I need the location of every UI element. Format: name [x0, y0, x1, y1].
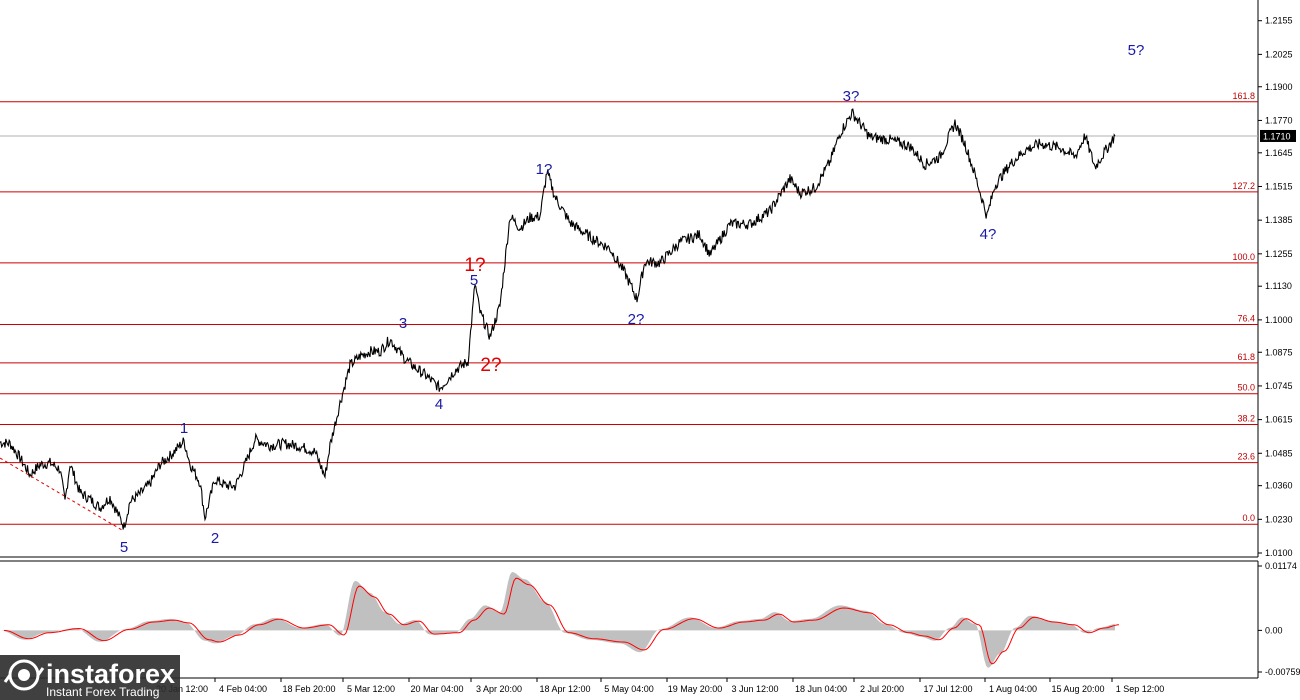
wave-label: 5 [470, 272, 478, 289]
time-tick-label: 18 Jun 04:00 [795, 684, 847, 694]
price-tick-label: 1.0360 [1265, 481, 1293, 491]
price-axis-ticks: 1.2155 1.2025 1.1900 1.1770 1.1645 1.1515 1.13… [1258, 16, 1293, 558]
oscillator-panel: 0.01174 0.00 -0.00759 [0, 560, 1300, 679]
wave-label: 5 [120, 539, 128, 556]
time-axis: 20 Jan 12:00 4 Feb 04:00 18 Feb 20:00 5 Mar… [153, 678, 1165, 694]
wave-label: 3 [399, 315, 407, 332]
price-panel: 161.8 127.2 100.0 76.4 61.8 50.0 38.2 23.6 0.0 1… [0, 0, 1296, 558]
watermark-tagline: Instant Forex Trading [46, 685, 159, 699]
time-tick-label: 5 Mar 12:00 [347, 684, 395, 694]
price-tick-label: 1.1255 [1265, 249, 1293, 259]
price-tick-label: 1.0745 [1265, 381, 1293, 391]
trend-dashed-line [0, 457, 123, 531]
wave-label: 2? [480, 355, 501, 376]
time-tick-label: 2 Jul 20:00 [860, 684, 904, 694]
oscillator-tick-label: 0.01174 [1265, 561, 1297, 571]
oscillator-axis-ticks: 0.01174 0.00 -0.00759 [1258, 561, 1300, 677]
wave-label: 2 [211, 530, 219, 547]
current-price-marker: 1.1710 [1260, 129, 1296, 142]
fib-level-label: 127.2 [1232, 181, 1255, 191]
fib-level-label: 50.0 [1237, 383, 1255, 393]
price-tick-label: 1.1900 [1265, 82, 1293, 92]
time-tick-label: 3 Apr 20:00 [476, 684, 522, 694]
time-tick-label: 18 Apr 12:00 [539, 684, 590, 694]
price-tick-label: 1.0230 [1265, 514, 1293, 524]
fib-level-label: 161.8 [1232, 91, 1255, 101]
oscillator-tick-label: -0.00759 [1265, 667, 1300, 677]
wave-label: 1 [180, 420, 188, 437]
time-tick-label: 19 May 20:00 [668, 684, 723, 694]
time-tick-label: 20 Jan 12:00 [156, 684, 208, 694]
fib-level-label: 100.0 [1232, 252, 1255, 262]
price-tick-label: 1.2025 [1265, 49, 1293, 59]
price-tick-label: 1.2155 [1265, 16, 1293, 26]
price-tick-label: 1.1645 [1265, 148, 1293, 158]
price-tick-label: 1.0615 [1265, 415, 1293, 425]
time-tick-label: 5 May 04:00 [604, 684, 654, 694]
price-tick-label: 1.0875 [1265, 347, 1293, 357]
wave-label: 4? [980, 226, 997, 243]
fib-level-label: 0.0 [1242, 513, 1255, 523]
wave-label: 3? [843, 88, 860, 105]
time-tick-label: 1 Sep 12:00 [1116, 684, 1165, 694]
fib-level-label: 38.2 [1237, 414, 1255, 424]
price-series-line [0, 108, 1116, 530]
fibonacci-levels: 161.8 127.2 100.0 76.4 61.8 50.0 38.2 23.6 0.0 [0, 91, 1258, 525]
time-tick-label: 18 Feb 20:00 [282, 684, 335, 694]
time-tick-label: 3 Jun 12:00 [731, 684, 778, 694]
watermark-brand: instaforex [46, 659, 175, 689]
fib-level-label: 23.6 [1237, 452, 1255, 462]
time-tick-label: 17 Jul 12:00 [923, 684, 972, 694]
oscillator-signal-line [3, 577, 1120, 665]
oscillator-tick-label: 0.00 [1265, 625, 1283, 635]
fib-level-label: 61.8 [1237, 352, 1255, 362]
price-tick-label: 1.1515 [1265, 181, 1293, 191]
price-tick-label: 1.0485 [1265, 448, 1293, 458]
price-tick-label: 1.1000 [1265, 315, 1293, 325]
oscillator-histogram [0, 572, 1115, 668]
time-tick-label: 1 Aug 04:00 [989, 684, 1037, 694]
wave-label: 4 [435, 396, 443, 413]
wave-label: 5? [1128, 42, 1145, 59]
price-tick-label: 1.1385 [1265, 215, 1293, 225]
fib-level-label: 76.4 [1237, 314, 1255, 324]
wave-label: 1? [464, 255, 485, 276]
time-tick-label: 15 Aug 20:00 [1051, 684, 1104, 694]
price-tick-label: 1.1130 [1265, 281, 1292, 291]
wave-label: 1? [536, 161, 553, 178]
current-price-label: 1.1710 [1263, 131, 1291, 141]
price-tick-label: 1.0100 [1265, 548, 1293, 558]
instaforex-logo-icon [3, 659, 45, 691]
instaforex-watermark: instaforex Instant Forex Trading [0, 655, 180, 700]
wave-label: 2? [628, 311, 645, 328]
time-tick-label: 20 Mar 04:00 [410, 684, 463, 694]
price-tick-label: 1.1770 [1265, 115, 1293, 125]
time-tick-label: 4 Feb 04:00 [219, 684, 267, 694]
